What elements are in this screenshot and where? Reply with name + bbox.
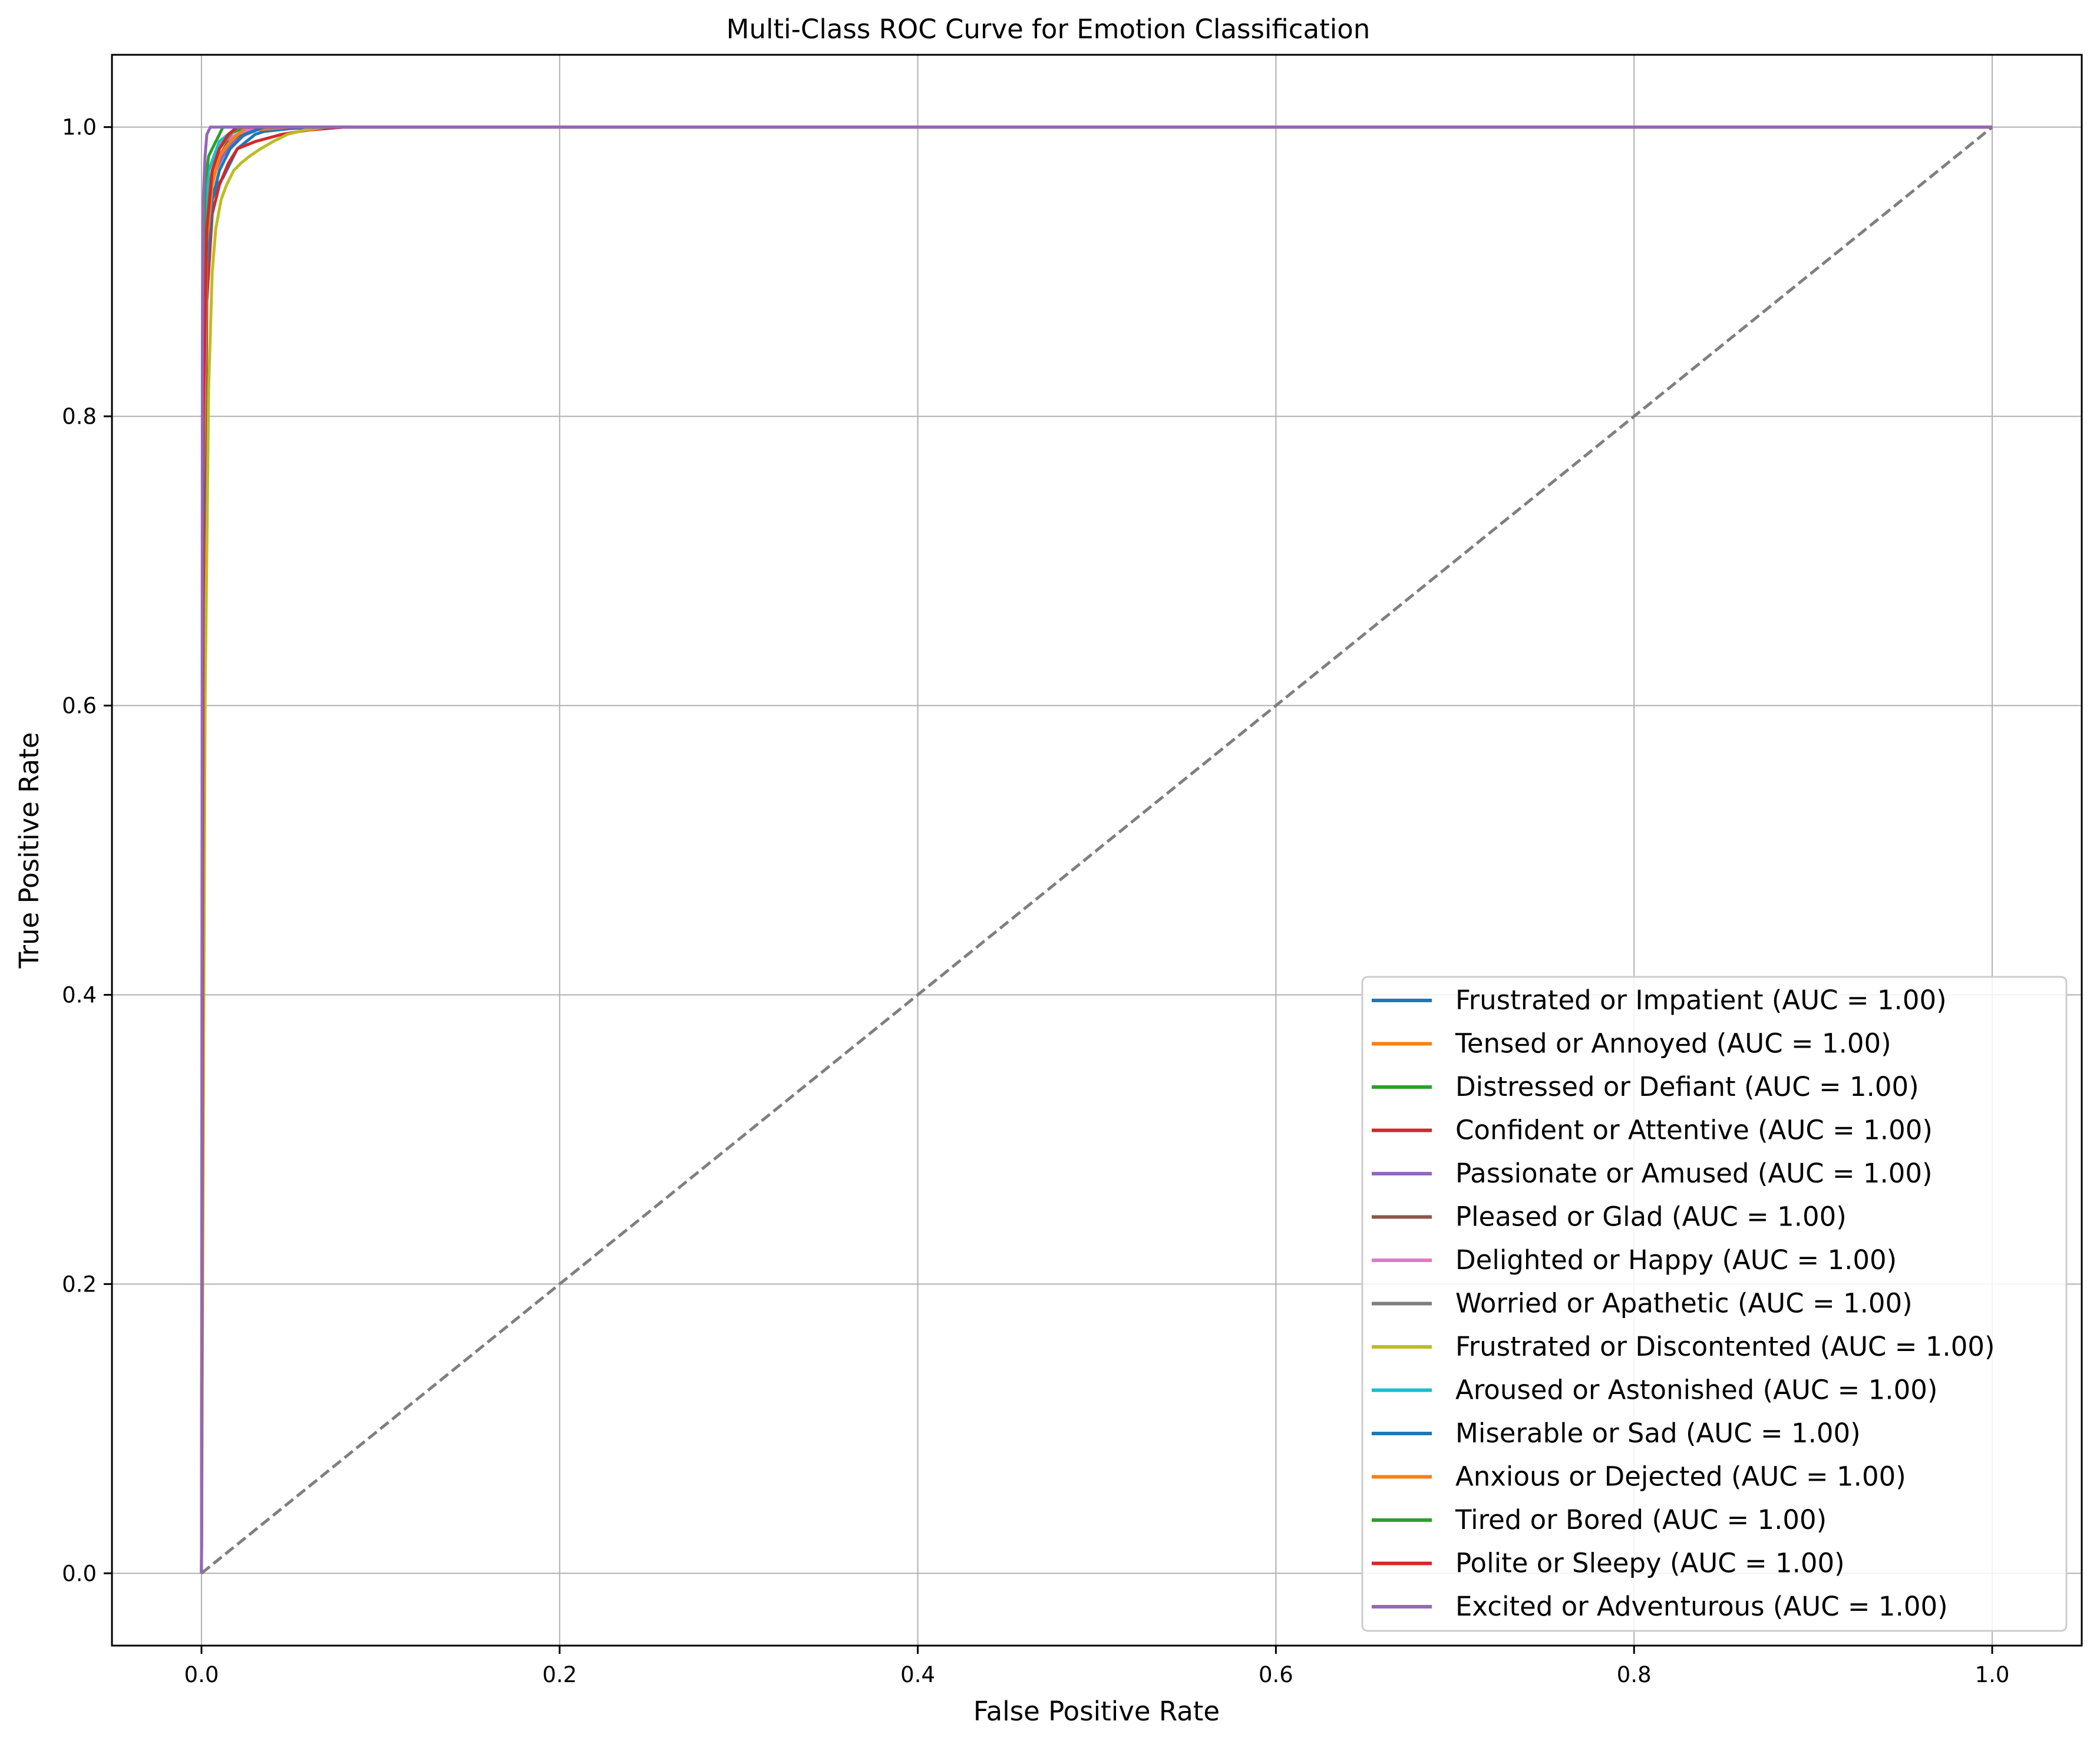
grid-layer: [112, 55, 2082, 1646]
legend-entry-label: Miserable or Sad (AUC = 1.00): [1455, 1418, 1861, 1449]
y-tick-label: 1.0: [62, 115, 97, 140]
legend: Frustrated or Impatient (AUC = 1.00) Tens…: [1361, 976, 2068, 1632]
y-axis-label: True Positive Rate: [14, 732, 45, 969]
chance-diagonal-line: [200, 125, 1993, 1575]
diagonal-layer: [200, 125, 1993, 1575]
legend-entry-label: Worried or Apathetic (AUC = 1.00): [1455, 1288, 1913, 1319]
roc-series-line-9: [200, 125, 1993, 1574]
y-tick-label: 0.4: [62, 982, 97, 1008]
y-tick-label: 0.8: [62, 404, 97, 430]
x-tick-label: 0.4: [900, 1662, 935, 1687]
legend-box: [1361, 976, 2068, 1632]
x-tick-label: 0.0: [184, 1662, 219, 1687]
series-layer: [200, 125, 1993, 1574]
plot-frame: [111, 54, 2083, 1647]
legend-entry-label: Frustrated or Discontented (AUC = 1.00): [1455, 1331, 1995, 1362]
legend-entry-label: Polite or Sleepy (AUC = 1.00): [1455, 1548, 1845, 1579]
legend-entry-label: Confident or Attentive (AUC = 1.00): [1455, 1115, 1933, 1146]
x-tick-label: 1.0: [1975, 1662, 2010, 1687]
legend-entry-label: Delighted or Happy (AUC = 1.00): [1455, 1244, 1897, 1276]
x-axis-label: False Positive Rate: [973, 1696, 1220, 1727]
legend-entry-label: Pleased or Glad (AUC = 1.00): [1455, 1201, 1847, 1233]
legend-entry-label: Aroused or Astonished (AUC = 1.00): [1455, 1375, 1937, 1406]
legend-entry-label: Tired or Bored (AUC = 1.00): [1455, 1504, 1827, 1535]
legend-entry-label: Tensed or Annoyed (AUC = 1.00): [1455, 1028, 1891, 1059]
roc-series-line-15: [200, 125, 1993, 1574]
y-tick-label: 0.6: [62, 693, 97, 719]
legend-entry-label: Excited or Adventurous (AUC = 1.00): [1455, 1591, 1948, 1622]
legend-entry-label: Passionate or Amused (AUC = 1.00): [1455, 1158, 1933, 1189]
tick-layer: 0.0 0.2 0.4 0.6 0.8 1.0 0.0 0.2 0.4 0.6 0.8 1.0: [62, 115, 2009, 1687]
legend-entry-label: Distressed or Defiant (AUC = 1.00): [1455, 1071, 1919, 1102]
legend-entry-label: Frustrated or Impatient (AUC = 1.00): [1455, 985, 1947, 1016]
x-tick-label: 0.2: [542, 1662, 577, 1687]
y-tick-label: 0.0: [62, 1561, 97, 1586]
legend-entry-label: Anxious or Dejected (AUC = 1.00): [1455, 1461, 1906, 1492]
y-tick-label: 0.2: [62, 1271, 97, 1297]
x-tick-label: 0.6: [1259, 1662, 1293, 1687]
x-tick-label: 0.8: [1617, 1662, 1652, 1687]
chart-title: Multi-Class ROC Curve for Emotion Classi…: [727, 14, 1371, 45]
